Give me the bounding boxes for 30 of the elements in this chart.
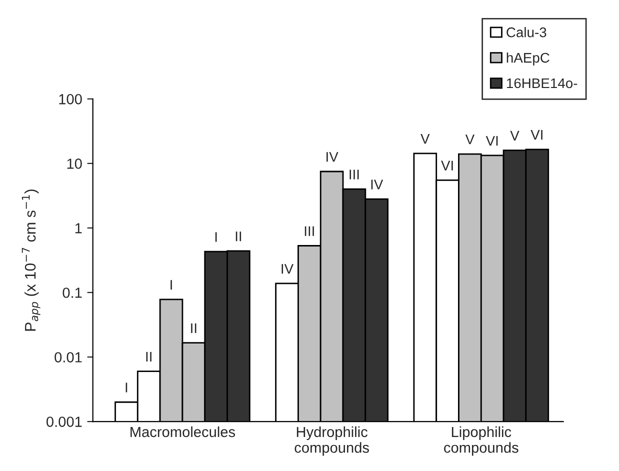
y-tick-label: 0.01 — [54, 352, 82, 362]
y-tick-label: 0.1 — [62, 288, 82, 298]
legend-label: Calu-3 — [506, 27, 546, 38]
data-label: III — [350, 170, 359, 180]
data-label: VI — [486, 136, 498, 146]
legend-label: hAEpC — [506, 52, 550, 66]
data-label: II — [236, 232, 242, 242]
data-label: V — [420, 134, 430, 144]
data-label: I — [126, 382, 128, 392]
data-label: V — [465, 134, 475, 144]
data-label: V — [510, 130, 520, 140]
y-tick-label: 10 — [67, 158, 82, 169]
data-label: IV — [282, 264, 294, 274]
y-tick-label: 0.001 — [46, 416, 82, 427]
x-tick-label: Lipophilic compounds — [444, 426, 518, 456]
data-label: II — [146, 352, 152, 362]
x-tick-label: Hydrophilic compounds — [294, 426, 369, 456]
y-tick-label: 100 — [59, 94, 82, 104]
legend-label: 16HBE14o- — [506, 78, 578, 88]
y-tick-label: 1 — [75, 223, 82, 234]
data-label: IV — [326, 152, 338, 162]
data-label: VI — [441, 160, 453, 170]
x-tick-label: Macromolecules — [130, 426, 236, 438]
data-label: III — [304, 226, 314, 236]
data-label: I — [215, 232, 217, 242]
data-label: IV — [371, 180, 384, 190]
data-label: II — [191, 323, 196, 333]
data-label: VI — [530, 130, 542, 140]
data-label: I — [170, 280, 172, 290]
y-axis-title: P$_{app}$ (x 10$^{−7}$ cm s$^{−1}$) — [22, 190, 40, 331]
